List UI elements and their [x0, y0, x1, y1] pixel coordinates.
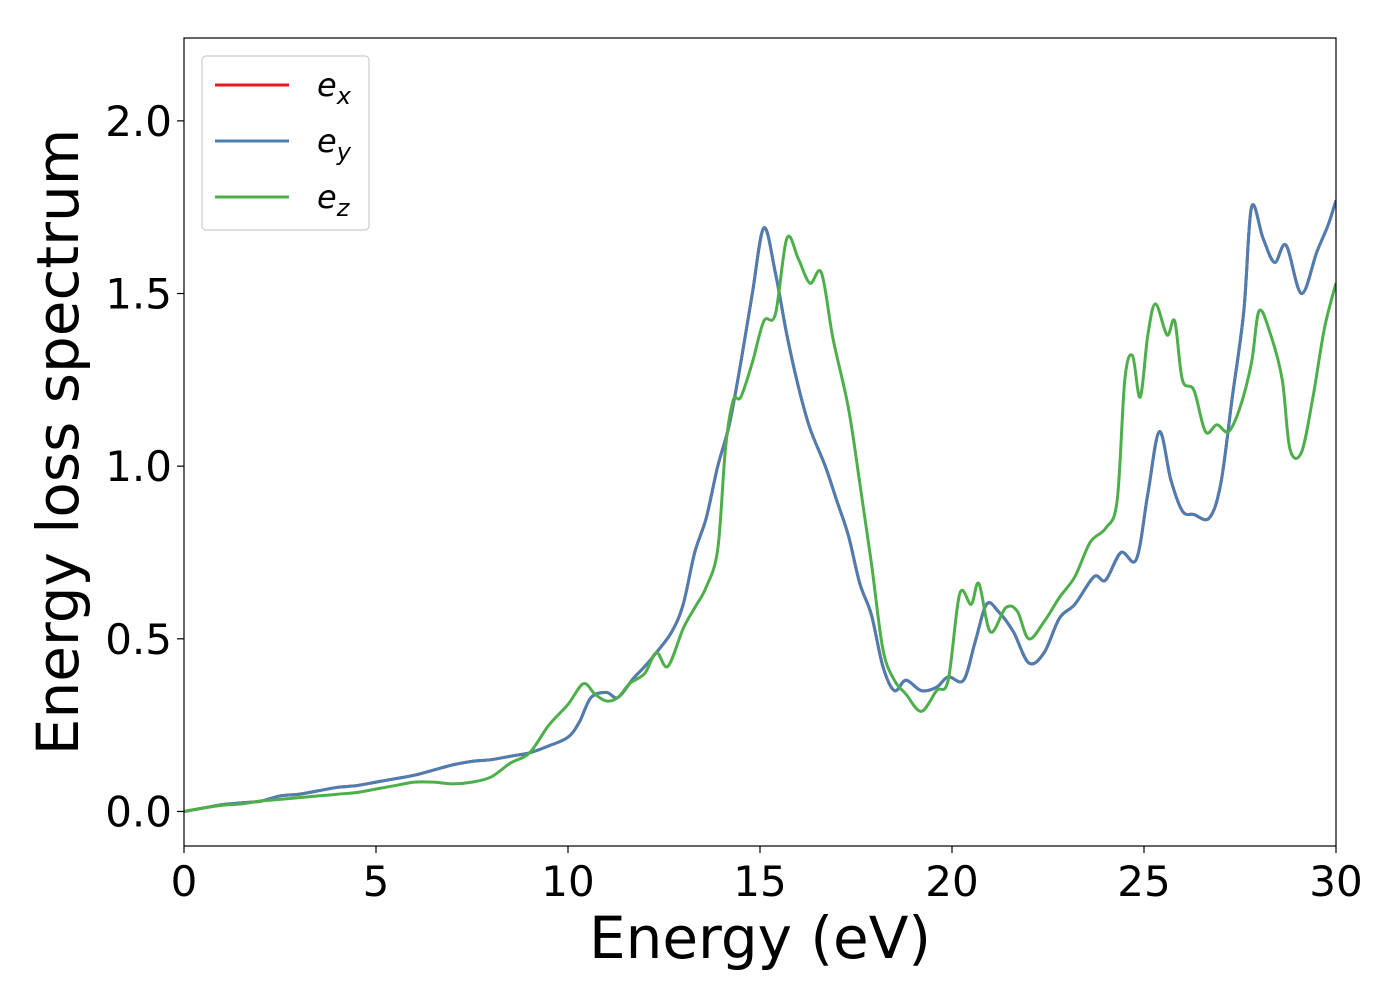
legend-label: ey — [317, 122, 352, 166]
x-tick-label: 15 — [733, 857, 786, 906]
y-tick-label: 1.5 — [105, 270, 172, 319]
legend-label: ex — [317, 66, 352, 110]
y-tick-label: 1.0 — [105, 442, 172, 491]
legend-label-subscript: y — [336, 138, 352, 166]
series-line-e-z — [184, 234, 1336, 813]
x-tick-label: 5 — [363, 857, 390, 906]
legend-label-base: e — [317, 178, 337, 216]
y-axis-label: Energy loss spectrum — [24, 129, 92, 755]
x-tick-label: 30 — [1309, 857, 1362, 906]
y-tick-label: 0.0 — [105, 787, 172, 836]
legend-label: ez — [317, 178, 351, 222]
legend-label-subscript: z — [336, 194, 351, 222]
legend-label-subscript: x — [336, 82, 352, 110]
series-line-e-y — [184, 199, 1336, 813]
legend-label-base: e — [317, 122, 337, 160]
x-tick-label: 10 — [541, 857, 594, 906]
y-tick-label: 2.0 — [105, 97, 172, 146]
plot-area — [183, 37, 1337, 847]
x-axis-label: Energy (eV) — [589, 904, 931, 972]
legend-label-base: e — [317, 66, 337, 104]
series-layer — [184, 199, 1336, 813]
x-tick-label: 25 — [1117, 857, 1170, 906]
y-tick-label: 0.5 — [105, 615, 172, 664]
y-axis-ticks: 0.0 0.5 1.0 1.5 2.0 — [105, 97, 184, 836]
x-axis-ticks: 0 5 10 15 20 25 30 — [171, 846, 1363, 906]
x-tick-label: 0 — [171, 857, 198, 906]
x-tick-label: 20 — [925, 857, 978, 906]
legend-box — [201, 55, 370, 231]
plot-background — [184, 38, 1336, 846]
